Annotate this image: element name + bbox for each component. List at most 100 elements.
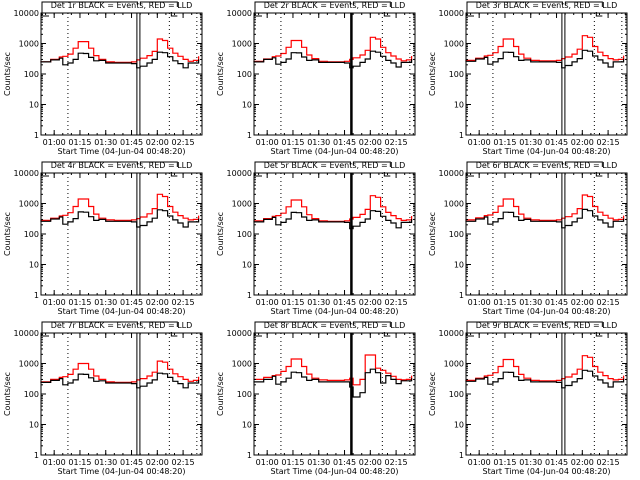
y-tick-label: 100 xyxy=(237,230,252,239)
x-tick-label: 01:15 xyxy=(68,298,91,307)
interval-bracket xyxy=(254,161,351,176)
x-tick-label: 01:00 xyxy=(256,458,279,467)
x-tick-label: 01:15 xyxy=(68,138,91,147)
x-tick-label: 01:30 xyxy=(307,138,330,147)
panel-title: Det 2r BLACK = Events, RED = LLD xyxy=(264,1,406,10)
detector-panel-1: Det 1r BLACK = Events, RED = LLD 1 10 100 10… xyxy=(3,1,203,156)
x-tick-label: 01:15 xyxy=(68,458,91,467)
lld-series-line xyxy=(465,35,625,62)
x-tick-label: 02:15 xyxy=(597,298,620,307)
interval-bracket xyxy=(41,321,138,336)
x-tick-label: 01:15 xyxy=(493,458,516,467)
x-tick-label: 02:00 xyxy=(571,138,594,147)
y-tick-label: 100 xyxy=(237,70,252,79)
x-tick-label: 02:00 xyxy=(571,458,594,467)
y-tick-label: 10 xyxy=(242,101,252,110)
y-axis-label: Counts/sec xyxy=(428,52,437,96)
y-tick-label: 1 xyxy=(459,291,464,300)
y-tick-label: 10000 xyxy=(14,169,39,178)
x-tick-label: 02:00 xyxy=(571,298,594,307)
x-tick-label: 01:00 xyxy=(468,298,491,307)
x-tick-label: 01:15 xyxy=(281,298,304,307)
detector-panel-3: Det 3r BLACK = Events, RED = LLD 1 10 100 10… xyxy=(428,1,628,156)
y-tick-label: 100 xyxy=(24,390,39,399)
panel-title: Det 3r BLACK = Events, RED = LLD xyxy=(476,1,618,10)
lld-series-line xyxy=(253,195,413,222)
x-tick-label: 02:00 xyxy=(359,298,382,307)
y-tick-label: 10000 xyxy=(227,169,252,178)
interval-bracket xyxy=(41,1,138,16)
x-tick-label: 02:00 xyxy=(359,458,382,467)
lld-series-line xyxy=(40,38,200,63)
x-tick-label: 01:15 xyxy=(281,138,304,147)
x-tick-label: 01:45 xyxy=(333,298,356,307)
y-tick-label: 1 xyxy=(459,131,464,140)
y-tick-label: 10 xyxy=(242,421,252,430)
y-tick-label: 1000 xyxy=(444,200,464,209)
x-tick-label: 01:45 xyxy=(120,458,143,467)
panel-title: Det 5r BLACK = Events, RED = LLD xyxy=(264,161,406,170)
plot-frame xyxy=(253,172,416,296)
y-tick-label: 1 xyxy=(247,451,252,460)
x-tick-label: 01:45 xyxy=(120,138,143,147)
x-tick-label: 01:45 xyxy=(333,458,356,467)
y-tick-label: 100 xyxy=(24,230,39,239)
y-tick-label: 10000 xyxy=(14,329,39,338)
events-series-line xyxy=(40,51,200,69)
x-axis-label: Start Time (04-Jun-04 00:48:20) xyxy=(271,467,399,476)
interval-bracket xyxy=(466,321,563,336)
x-tick-label: 01:30 xyxy=(519,458,542,467)
events-series-line xyxy=(40,372,200,389)
events-series-line xyxy=(253,50,413,69)
y-tick-label: 1 xyxy=(34,291,39,300)
x-tick-label: 01:15 xyxy=(493,298,516,307)
plot-frame xyxy=(253,332,416,456)
y-tick-label: 10000 xyxy=(439,9,464,18)
lld-series-line xyxy=(465,355,625,382)
x-tick-label: 01:30 xyxy=(519,298,542,307)
x-tick-label: 02:15 xyxy=(597,138,620,147)
x-axis-label: Start Time (04-Jun-04 00:48:20) xyxy=(58,147,186,156)
x-tick-label: 02:15 xyxy=(172,298,195,307)
x-tick-label: 01:30 xyxy=(519,138,542,147)
x-axis-label: Start Time (04-Jun-04 00:48:20) xyxy=(483,147,611,156)
y-tick-label: 10 xyxy=(29,261,39,270)
lld-series-line xyxy=(253,36,413,63)
y-axis-label: Counts/sec xyxy=(3,212,12,256)
x-tick-label: 01:45 xyxy=(545,138,568,147)
detector-panel-4: Det 4r BLACK = Events, RED = LLD 1 10 100 10… xyxy=(3,161,203,316)
plot-frame xyxy=(253,12,416,136)
x-axis-label: Start Time (04-Jun-04 00:48:20) xyxy=(271,147,399,156)
y-tick-label: 100 xyxy=(24,70,39,79)
x-tick-label: 01:00 xyxy=(468,458,491,467)
lld-series-line xyxy=(465,194,625,221)
events-series-line xyxy=(465,369,625,389)
x-tick-label: 01:00 xyxy=(43,298,66,307)
y-tick-label: 10 xyxy=(454,421,464,430)
events-series-line xyxy=(465,49,625,69)
detector-panel-7: Det 7r BLACK = Events, RED = LLD 1 10 100 10… xyxy=(3,321,203,476)
x-tick-label: 01:30 xyxy=(94,458,117,467)
plot-frame xyxy=(40,12,203,136)
x-tick-label: 02:00 xyxy=(359,138,382,147)
interval-bracket xyxy=(466,1,563,16)
y-tick-label: 10000 xyxy=(439,329,464,338)
y-tick-label: 1000 xyxy=(444,40,464,49)
y-tick-label: 1000 xyxy=(232,200,252,209)
x-axis-label: Start Time (04-Jun-04 00:48:20) xyxy=(58,307,186,316)
lld-series-line xyxy=(253,354,413,386)
x-tick-label: 02:15 xyxy=(172,458,195,467)
y-tick-label: 1 xyxy=(459,451,464,460)
y-tick-label: 1 xyxy=(247,131,252,140)
y-tick-label: 10 xyxy=(29,421,39,430)
y-tick-label: 1 xyxy=(34,131,39,140)
x-tick-label: 01:45 xyxy=(333,138,356,147)
y-tick-label: 10000 xyxy=(227,9,252,18)
y-tick-label: 1000 xyxy=(19,40,39,49)
detector-panel-9: Det 9r BLACK = Events, RED = LLD 1 10 100 10… xyxy=(428,321,628,476)
panel-title: Det 7r BLACK = Events, RED = LLD xyxy=(51,321,193,330)
y-tick-label: 1000 xyxy=(444,360,464,369)
y-tick-label: 1000 xyxy=(19,360,39,369)
